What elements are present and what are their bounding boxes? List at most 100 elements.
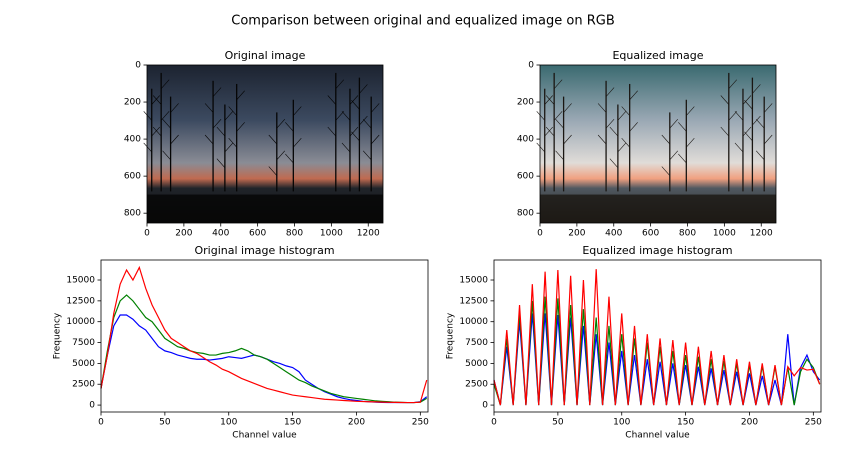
branch bbox=[752, 84, 761, 94]
branch bbox=[536, 142, 545, 153]
branch bbox=[351, 100, 360, 110]
axes-frame bbox=[539, 64, 777, 224]
x-tick-label: 50 bbox=[552, 418, 564, 428]
x-tick-label: 250 bbox=[412, 418, 429, 428]
branch bbox=[268, 134, 278, 145]
branch bbox=[744, 131, 753, 142]
branch bbox=[228, 106, 237, 116]
x-tick-label: 1000 bbox=[713, 229, 736, 239]
branch bbox=[212, 119, 222, 129]
branch bbox=[742, 95, 752, 105]
branch bbox=[362, 119, 372, 129]
branch bbox=[555, 119, 564, 129]
branch bbox=[686, 106, 695, 116]
branch bbox=[268, 166, 278, 176]
branch bbox=[327, 126, 337, 137]
branch bbox=[629, 90, 638, 100]
y-tick-label: 15000 bbox=[66, 276, 95, 286]
branch bbox=[293, 137, 302, 148]
branch bbox=[669, 119, 679, 129]
x-tick-label: 200 bbox=[568, 229, 585, 239]
branch bbox=[236, 122, 245, 132]
branch bbox=[170, 134, 179, 145]
branch bbox=[204, 134, 214, 145]
branch bbox=[544, 95, 553, 105]
y-tick-label: 12500 bbox=[459, 296, 488, 306]
y-tick-label: 0 bbox=[482, 401, 488, 411]
branch bbox=[720, 126, 730, 137]
x-tick-label: 800 bbox=[286, 229, 303, 239]
x-tick-label: 100 bbox=[220, 418, 237, 428]
branch bbox=[752, 115, 761, 126]
x-tick-label: 400 bbox=[605, 229, 622, 239]
branch bbox=[742, 126, 752, 137]
branch bbox=[224, 142, 234, 153]
y-tick-label: 600 bbox=[517, 172, 534, 182]
branch bbox=[720, 95, 730, 105]
axes-title: Equalized image histogram bbox=[582, 244, 732, 257]
branch bbox=[605, 87, 615, 97]
branch bbox=[763, 103, 773, 113]
branch bbox=[160, 111, 170, 121]
y-tick-label: 5000 bbox=[72, 359, 95, 369]
y-tick-label: 0 bbox=[89, 401, 95, 411]
y-tick-label: 800 bbox=[517, 209, 534, 219]
x-tick-label: 250 bbox=[805, 418, 822, 428]
branch bbox=[734, 111, 744, 121]
branch bbox=[362, 150, 372, 160]
figure-title: Comparison between original and equalize… bbox=[231, 14, 615, 29]
y-tick-label: 2500 bbox=[72, 380, 95, 390]
x-tick-label: 400 bbox=[212, 229, 229, 239]
branch bbox=[370, 134, 380, 145]
axes-frame bbox=[100, 259, 429, 413]
branch bbox=[678, 122, 687, 132]
branch bbox=[728, 111, 738, 121]
branch bbox=[276, 150, 286, 160]
y-tick-label: 7500 bbox=[465, 338, 488, 348]
branch bbox=[678, 153, 687, 164]
x-tick-label: 1000 bbox=[320, 229, 343, 239]
y-tick-label: 400 bbox=[517, 135, 534, 145]
x-tick-label: 150 bbox=[677, 418, 694, 428]
branch bbox=[629, 122, 638, 132]
x-tick-label: 200 bbox=[741, 418, 758, 428]
branch bbox=[212, 87, 222, 97]
x-tick-label: 0 bbox=[98, 418, 104, 428]
branch bbox=[152, 126, 162, 137]
branch bbox=[143, 142, 152, 153]
y-tick-label: 800 bbox=[124, 209, 141, 219]
branch bbox=[349, 126, 359, 137]
axes-title: Original image bbox=[225, 49, 306, 62]
branch bbox=[285, 122, 294, 132]
branch bbox=[563, 134, 572, 145]
branch bbox=[160, 79, 170, 89]
x-tick-label: 50 bbox=[159, 418, 171, 428]
branch bbox=[216, 126, 226, 137]
branch bbox=[216, 158, 226, 168]
x-tick-label: 100 bbox=[613, 418, 630, 428]
x-tick-label: 800 bbox=[679, 229, 696, 239]
shore bbox=[540, 194, 776, 223]
branch bbox=[609, 126, 619, 137]
histogram-line bbox=[100, 294, 428, 404]
y-tick-label: 2500 bbox=[465, 380, 488, 390]
branch bbox=[545, 95, 555, 105]
y-tick-label: 5000 bbox=[465, 359, 488, 369]
y-tick-label: 10000 bbox=[459, 317, 488, 327]
y-axis-label: Frequency bbox=[446, 312, 456, 359]
y-tick-label: 10000 bbox=[66, 317, 95, 327]
branch bbox=[605, 119, 615, 129]
axes-title: Original image histogram bbox=[194, 244, 334, 257]
branch bbox=[553, 111, 563, 121]
x-tick-label: 200 bbox=[348, 418, 365, 428]
branch bbox=[327, 95, 337, 105]
branch bbox=[536, 111, 545, 121]
axes-frame bbox=[493, 259, 822, 413]
x-tick-label: 600 bbox=[642, 229, 659, 239]
histogram-line bbox=[100, 265, 428, 404]
y-tick-label: 7500 bbox=[72, 338, 95, 348]
axes-frame bbox=[146, 64, 384, 224]
branch bbox=[151, 95, 160, 105]
x-tick-label: 200 bbox=[175, 229, 192, 239]
